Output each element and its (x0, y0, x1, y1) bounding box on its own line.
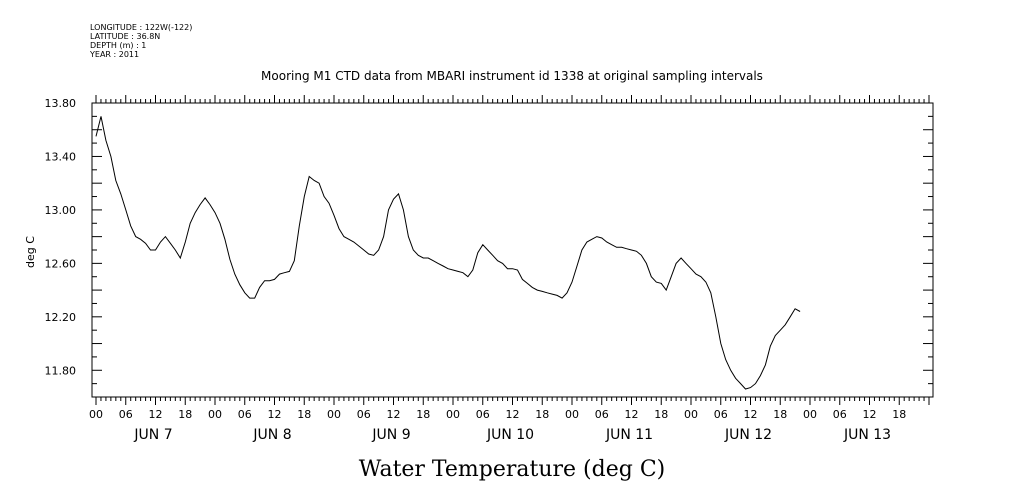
x-hour-label: 18 (773, 408, 787, 421)
x-day-label: JUN 7 (133, 427, 172, 443)
y-axis-label: deg C (24, 236, 37, 268)
x-hour-label: 12 (744, 408, 758, 421)
plot-border (91, 102, 934, 398)
chart-title: Mooring M1 CTD data from MBARI instrumen… (261, 69, 763, 83)
x-hour-label: 18 (892, 408, 906, 421)
x-hour-label: 06 (357, 408, 371, 421)
x-hour-label: 06 (119, 408, 133, 421)
x-hour-label: 12 (625, 408, 639, 421)
metadata-line: LONGITUDE : 122W(-122) (90, 23, 192, 32)
x-hour-label: 18 (178, 408, 192, 421)
x-hour-label: 00 (684, 408, 698, 421)
x-hour-label: 12 (863, 408, 877, 421)
metadata-line: YEAR : 2011 (89, 50, 139, 59)
x-hour-label: 06 (238, 408, 252, 421)
y-tick-label: 12.60 (45, 257, 77, 270)
y-tick-label: 12.20 (45, 311, 77, 324)
x-hour-label: 00 (803, 408, 817, 421)
plot-frame (91, 102, 934, 398)
y-tick-label: 13.40 (45, 150, 77, 163)
x-hour-label: 18 (654, 408, 668, 421)
x-hour-label: 12 (506, 408, 520, 421)
x-hour-label: 00 (327, 408, 341, 421)
temperature-series-line (95, 116, 801, 390)
x-hour-label: 06 (595, 408, 609, 421)
x-hour-label: 18 (535, 408, 549, 421)
x-axis: 00 06 12 18 00 06 12 18 00 06 12 18 00 06 12 18 00 06 12 18… (89, 95, 930, 443)
x-hour-label: 00 (446, 408, 460, 421)
x-hour-label: 12 (387, 408, 401, 421)
y-axis: 13.80 13.40 13.00 12.60 12.20 11.80 (45, 97, 933, 398)
x-hour-label: 12 (149, 408, 163, 421)
x-hour-label: 00 (565, 408, 579, 421)
x-hour-label: 12 (268, 408, 282, 421)
x-hour-label: 00 (208, 408, 222, 421)
x-day-label: JUN 10 (486, 427, 534, 443)
y-tick-label: 13.80 (45, 97, 77, 110)
x-hour-label: 18 (297, 408, 311, 421)
y-tick-label: 13.00 (45, 204, 77, 217)
x-hour-label: 06 (476, 408, 490, 421)
x-day-label: JUN 13 (843, 427, 891, 443)
metadata-line: DEPTH (m) : 1 (90, 41, 146, 50)
x-day-label: JUN 9 (371, 427, 410, 443)
x-day-label: JUN 12 (724, 427, 772, 443)
x-hour-label: 06 (714, 408, 728, 421)
x-axis-title: Water Temperature (deg C) (359, 457, 666, 482)
x-hour-label: 06 (833, 408, 847, 421)
x-hour-label: 00 (89, 408, 103, 421)
y-tick-label: 11.80 (45, 364, 77, 377)
metadata-block: LONGITUDE : 122W(-122)LATITUDE : 36.8NDE… (89, 23, 192, 59)
metadata-line: LATITUDE : 36.8N (90, 32, 160, 41)
x-hour-label: 18 (416, 408, 430, 421)
x-day-label: JUN 11 (605, 427, 653, 443)
x-day-label: JUN 8 (252, 427, 291, 443)
